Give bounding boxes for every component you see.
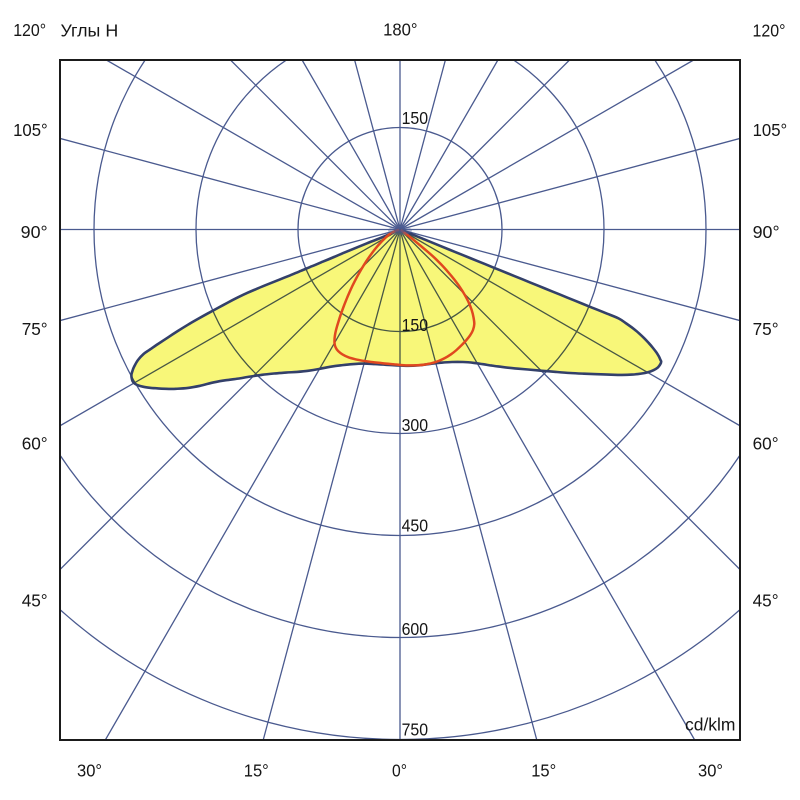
svg-text:45°: 45° bbox=[22, 591, 48, 611]
svg-text:45°: 45° bbox=[753, 591, 779, 611]
svg-text:15°: 15° bbox=[531, 761, 556, 781]
svg-text:Углы Н: Углы Н bbox=[61, 20, 119, 40]
svg-text:15°: 15° bbox=[244, 761, 269, 781]
svg-text:75°: 75° bbox=[22, 319, 48, 339]
svg-text:120°: 120° bbox=[753, 20, 786, 40]
svg-text:105°: 105° bbox=[753, 120, 788, 140]
svg-text:75°: 75° bbox=[753, 319, 779, 339]
svg-text:90°: 90° bbox=[753, 222, 780, 242]
svg-text:30°: 30° bbox=[77, 761, 102, 781]
svg-text:150: 150 bbox=[402, 108, 429, 128]
svg-text:600: 600 bbox=[402, 619, 429, 639]
svg-text:105°: 105° bbox=[13, 120, 48, 140]
svg-text:cd/klm: cd/klm bbox=[685, 715, 736, 735]
svg-text:120°: 120° bbox=[13, 20, 46, 40]
svg-text:180°: 180° bbox=[383, 20, 417, 40]
svg-text:450: 450 bbox=[402, 516, 429, 536]
svg-text:0°: 0° bbox=[392, 761, 407, 781]
svg-text:60°: 60° bbox=[22, 433, 48, 453]
svg-text:90°: 90° bbox=[21, 222, 48, 242]
svg-text:60°: 60° bbox=[753, 433, 779, 453]
svg-text:300: 300 bbox=[402, 415, 429, 435]
svg-text:750: 750 bbox=[402, 720, 429, 740]
svg-text:30°: 30° bbox=[698, 761, 723, 781]
svg-text:150: 150 bbox=[402, 315, 429, 335]
